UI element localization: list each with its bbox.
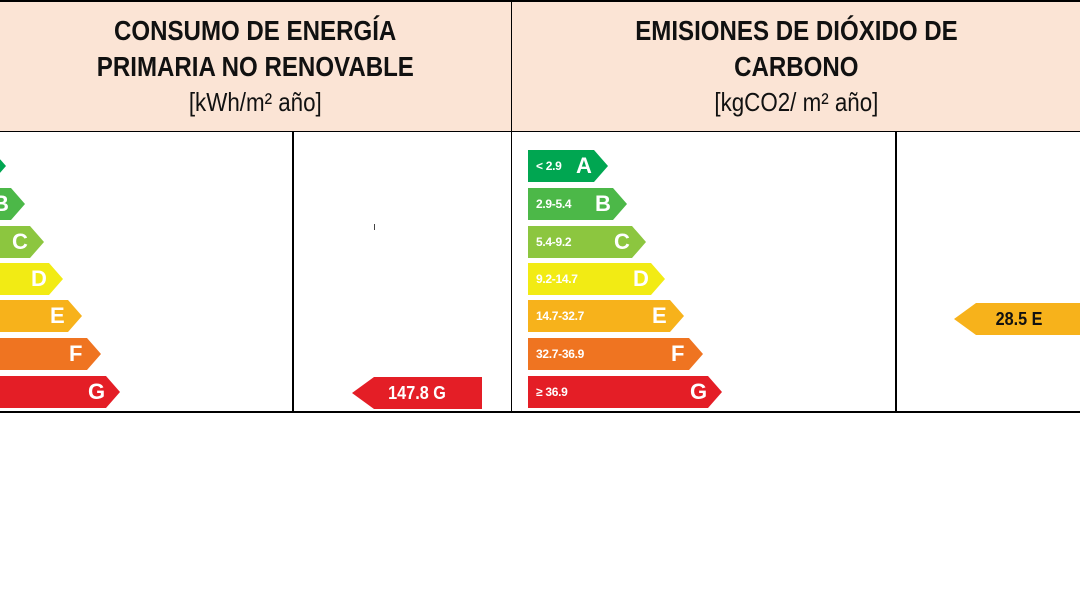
stray-mark <box>374 224 375 230</box>
column-divider-energy <box>292 132 294 413</box>
table-bottom-border <box>0 411 1080 413</box>
emissions-scale-bar-g: ≥ 36.9 G <box>528 376 722 408</box>
energy-title-line2: PRIMARIA NO RENOVABLE <box>96 50 415 82</box>
emissions-scale-letter-g: G <box>690 379 708 404</box>
energy-scale-letter-e: E <box>50 303 65 328</box>
emissions-indicator-arrow <box>954 303 1080 335</box>
column-divider-emissions <box>895 132 897 413</box>
emissions-scale-letter-a: A <box>576 153 592 178</box>
energy-rating-indicator: 147.8 G <box>352 377 482 409</box>
emissions-scale-arrow-b <box>528 188 627 220</box>
energy-scale-letter-f: F <box>69 341 83 366</box>
emissions-title-line1: EMISIONES DE DIÓXIDO DE <box>634 14 958 46</box>
energy-scale-bar-c: C <box>0 226 44 258</box>
energy-scale-arrow-e <box>0 300 82 332</box>
emissions-scale-arrow-a <box>528 150 608 182</box>
energy-scale-arrow-a <box>0 159 6 173</box>
emissions-scale-bar-f: 32.7-36.9 F <box>528 338 703 370</box>
emissions-scale-bar-b: 2.9-5.4 B <box>528 188 627 220</box>
energy-scale-bar-b: B <box>0 188 25 220</box>
emissions-scale-range-e: 14.7-32.7 <box>536 309 585 323</box>
energy-scale-bar-d: D <box>0 263 63 295</box>
emissions-scale-bar-e: 14.7-32.7 E <box>528 300 684 332</box>
energy-scale-arrow-f <box>0 338 101 370</box>
energy-scale-letter-c: C <box>12 229 28 254</box>
energy-scale-bar-a: A <box>0 150 6 182</box>
emissions-scale-range-f: 32.7-36.9 <box>536 347 585 361</box>
energy-unit: [kWh/m² año] <box>189 86 322 117</box>
energy-title-line1: CONSUMO DE ENERGÍA <box>114 14 397 46</box>
column-divider-middle <box>510 0 512 413</box>
emissions-title-line2: CARBONO <box>733 50 859 82</box>
emissions-unit: [kgCO2/ m² año] <box>713 86 879 117</box>
emissions-scale-bar-c: 5.4-9.2 C <box>528 226 646 258</box>
emissions-scale-range-g: ≥ 36.9 <box>536 385 568 399</box>
energy-certificate-table: CONSUMO DE ENERGÍA PRIMARIA NO RENOVABLE… <box>0 0 1080 413</box>
emissions-scale-letter-d: D <box>633 266 649 291</box>
emissions-scale-range-d: 9.2-14.7 <box>536 272 578 286</box>
table-top-border <box>0 0 1080 2</box>
emissions-rating-value: 28.5 E <box>995 309 1043 329</box>
emissions-scale-range-a: < 2.9 <box>536 159 562 173</box>
energy-indicator-arrow <box>352 377 482 409</box>
emissions-scale-letter-b: B <box>595 191 611 216</box>
emissions-scale-letter-e: E <box>652 303 667 328</box>
emissions-header: EMISIONES DE DIÓXIDO DE CARBONO [kgCO2/ … <box>512 0 1080 132</box>
energy-scale-bar-g: G <box>0 376 120 408</box>
energy-scale-letter-b: B <box>0 191 9 216</box>
energy-scale-letter-g: G <box>88 379 106 404</box>
energy-scale-arrow-g <box>0 376 120 408</box>
emissions-scale-letter-f: F <box>671 341 685 366</box>
energy-scale-bar-f: 2F <box>0 338 101 370</box>
emissions-scale-bar-a: < 2.9 A <box>528 150 608 182</box>
emissions-rating-indicator: 28.5 E <box>954 303 1080 335</box>
emissions-scale-range-b: 2.9-5.4 <box>536 197 572 211</box>
emissions-scale-arrow-e <box>528 300 684 332</box>
emissions-scale-arrow-c <box>528 226 646 258</box>
emissions-scale-letter-c: C <box>614 229 630 254</box>
emissions-scale-arrow-f <box>528 338 703 370</box>
energy-rating-value: 147.8 G <box>388 383 446 403</box>
emissions-scale-arrow-d <box>528 263 665 295</box>
energy-scale-arrow-c <box>0 226 44 258</box>
energy-scale-arrow-d <box>0 263 63 295</box>
energy-scale-arrow-b <box>0 188 25 220</box>
energy-scale-letter-d: D <box>31 266 47 291</box>
emissions-scale-range-c: 5.4-9.2 <box>536 235 572 249</box>
emissions-scale-bar-d: 9.2-14.7 D <box>528 263 665 295</box>
emissions-scale-arrow-g <box>528 376 722 408</box>
energy-consumption-header: CONSUMO DE ENERGÍA PRIMARIA NO RENOVABLE… <box>0 0 511 132</box>
energy-scale-bar-e: E <box>0 300 82 332</box>
